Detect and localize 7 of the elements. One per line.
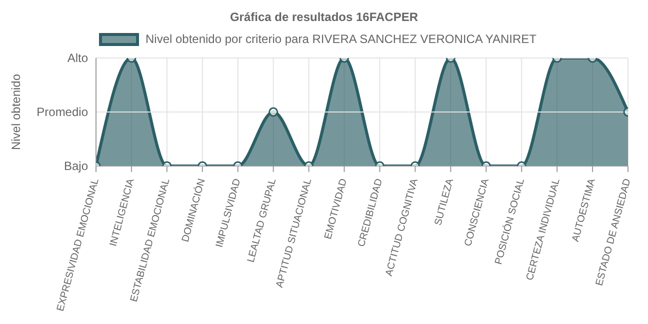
legend-label: Nivel obtenido por criterio para RIVERA SANCHEZ VERONICA YANIRET <box>145 32 537 46</box>
x-tick-label: LEALTAD GRUPAL <box>246 177 279 264</box>
text: Bajo <box>64 159 88 173</box>
chart-title: Gráfica de resultados 16FACPER <box>228 10 420 24</box>
text: Alto <box>67 51 88 65</box>
y-axis-title: Nivel obtenido <box>9 74 23 150</box>
text: Promedio <box>36 105 88 119</box>
